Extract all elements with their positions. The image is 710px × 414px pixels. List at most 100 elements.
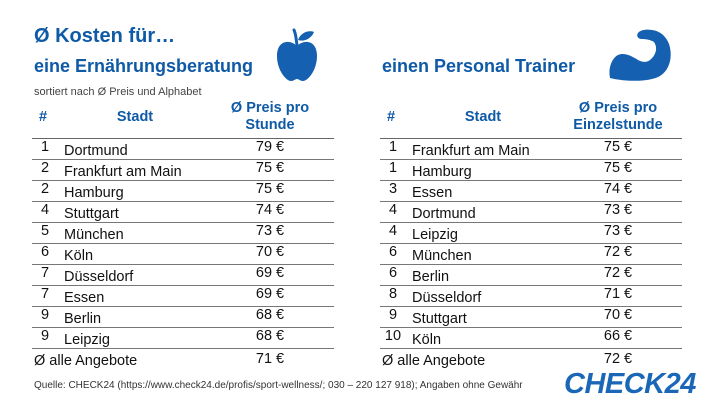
table-row: 1 Hamburg 75 € — [380, 160, 682, 181]
table-row: 9 Leipzig 68 € — [32, 328, 334, 349]
price: 72 € — [603, 244, 633, 260]
price: 73 € — [255, 223, 285, 239]
price: 75 € — [603, 139, 633, 155]
city: Köln — [412, 332, 442, 348]
rank: 4 — [40, 202, 50, 218]
summary-price: 71 € — [255, 351, 285, 367]
price: 68 € — [255, 328, 285, 344]
right-heading: einen Personal Trainer — [382, 56, 576, 76]
price: 70 € — [255, 244, 285, 260]
table-row: 2 Hamburg 75 € — [32, 181, 334, 202]
table-row: 5 München 73 € — [32, 223, 334, 244]
rank: 5 — [40, 223, 50, 239]
source-note: Quelle: CHECK24 (https://www.check24.de/… — [34, 380, 523, 391]
price: 68 € — [255, 307, 285, 323]
table-row: 9 Stuttgart 70 € — [380, 307, 682, 328]
city: Leipzig — [64, 332, 110, 348]
price: 72 € — [603, 265, 633, 281]
table-row: 6 Berlin 72 € — [380, 265, 682, 286]
rank: 6 — [388, 265, 398, 281]
city: Dortmund — [64, 143, 128, 159]
price: 75 € — [255, 160, 285, 176]
price: 74 € — [255, 202, 285, 218]
column-header-rank: # — [38, 108, 48, 125]
city: München — [412, 248, 472, 264]
city: Stuttgart — [64, 206, 119, 222]
rank: 1 — [40, 139, 50, 155]
city: Stuttgart — [412, 311, 467, 327]
summary-price: 72 € — [603, 351, 633, 367]
price: 75 € — [255, 181, 285, 197]
table-row: 4 Dortmund 73 € — [380, 202, 682, 223]
column-header-price: Ø Preis pro Stunde — [230, 100, 310, 133]
left-price-table: # Stadt Ø Preis pro Stunde 1 Dortmund 79… — [32, 96, 334, 371]
rank: 10 — [384, 328, 402, 344]
check24-logo: CHECK24 — [564, 368, 696, 400]
city: Dortmund — [412, 206, 476, 222]
rank: 7 — [40, 286, 50, 302]
city: Köln — [64, 248, 94, 264]
rank: 1 — [388, 160, 398, 176]
rank: 4 — [388, 202, 398, 218]
rank: 6 — [40, 244, 50, 260]
table-row: 6 Köln 70 € — [32, 244, 334, 265]
table-row: 1 Frankfurt am Main 75 € — [380, 139, 682, 160]
rank: 4 — [388, 223, 398, 239]
city: München — [64, 227, 124, 243]
city: Düsseldorf — [412, 290, 482, 306]
price: 79 € — [255, 139, 285, 155]
table-row: 1 Dortmund 79 € — [32, 139, 334, 160]
price: 66 € — [603, 328, 633, 344]
page-title: Ø Kosten für… — [34, 25, 176, 47]
table-row: 9 Berlin 68 € — [32, 307, 334, 328]
rank: 9 — [40, 328, 50, 344]
table-row: 7 Düsseldorf 69 € — [32, 265, 334, 286]
city: Essen — [64, 290, 105, 306]
left-table-header: # Stadt Ø Preis pro Stunde — [32, 96, 334, 139]
price: 70 € — [603, 307, 633, 323]
left-heading: eine Ernährungsberatung — [34, 56, 254, 76]
table-row: 7 Essen 69 € — [32, 286, 334, 307]
table-row: 8 Düsseldorf 71 € — [380, 286, 682, 307]
rank: 9 — [388, 307, 398, 323]
column-header-city: Stadt — [464, 108, 502, 125]
sort-note: sortiert nach Ø Preis und Alphabet — [34, 86, 202, 98]
summary-label: Ø alle Angebote — [382, 353, 486, 369]
apple-icon — [277, 28, 317, 81]
right-table-header: # Stadt Ø Preis pro Einzelstunde — [380, 96, 682, 139]
table-row: 2 Frankfurt am Main 75 € — [32, 160, 334, 181]
city: Berlin — [64, 311, 102, 327]
price: 73 € — [603, 223, 633, 239]
city: Leipzig — [412, 227, 458, 243]
city: Hamburg — [412, 164, 472, 180]
column-header-price: Ø Preis pro Einzelstunde — [573, 100, 663, 133]
price: 74 € — [603, 181, 633, 197]
right-price-table: # Stadt Ø Preis pro Einzelstunde 1 Frank… — [380, 96, 682, 371]
city: Hamburg — [64, 185, 124, 201]
flexed-arm-icon — [609, 29, 671, 81]
rank: 7 — [40, 265, 50, 281]
summary-label: Ø alle Angebote — [34, 353, 138, 369]
price: 69 € — [255, 286, 285, 302]
city: Düsseldorf — [64, 269, 134, 285]
price: 75 € — [603, 160, 633, 176]
rank: 6 — [388, 244, 398, 260]
summary-row: Ø alle Angebote 71 € — [32, 349, 334, 371]
table-row: 6 München 72 € — [380, 244, 682, 265]
column-header-rank: # — [386, 108, 396, 125]
price: 69 € — [255, 265, 285, 281]
rank: 1 — [388, 139, 398, 155]
rank: 9 — [40, 307, 50, 323]
column-header-city: Stadt — [116, 108, 154, 125]
rank: 2 — [40, 181, 50, 197]
city: Essen — [412, 185, 453, 201]
price: 73 € — [603, 202, 633, 218]
table-row: 10 Köln 66 € — [380, 328, 682, 349]
table-row: 4 Leipzig 73 € — [380, 223, 682, 244]
city: Frankfurt am Main — [64, 164, 182, 180]
table-row: 4 Stuttgart 74 € — [32, 202, 334, 223]
city: Berlin — [412, 269, 450, 285]
table-row: 3 Essen 74 € — [380, 181, 682, 202]
price: 71 € — [603, 286, 633, 302]
rank: 2 — [40, 160, 50, 176]
